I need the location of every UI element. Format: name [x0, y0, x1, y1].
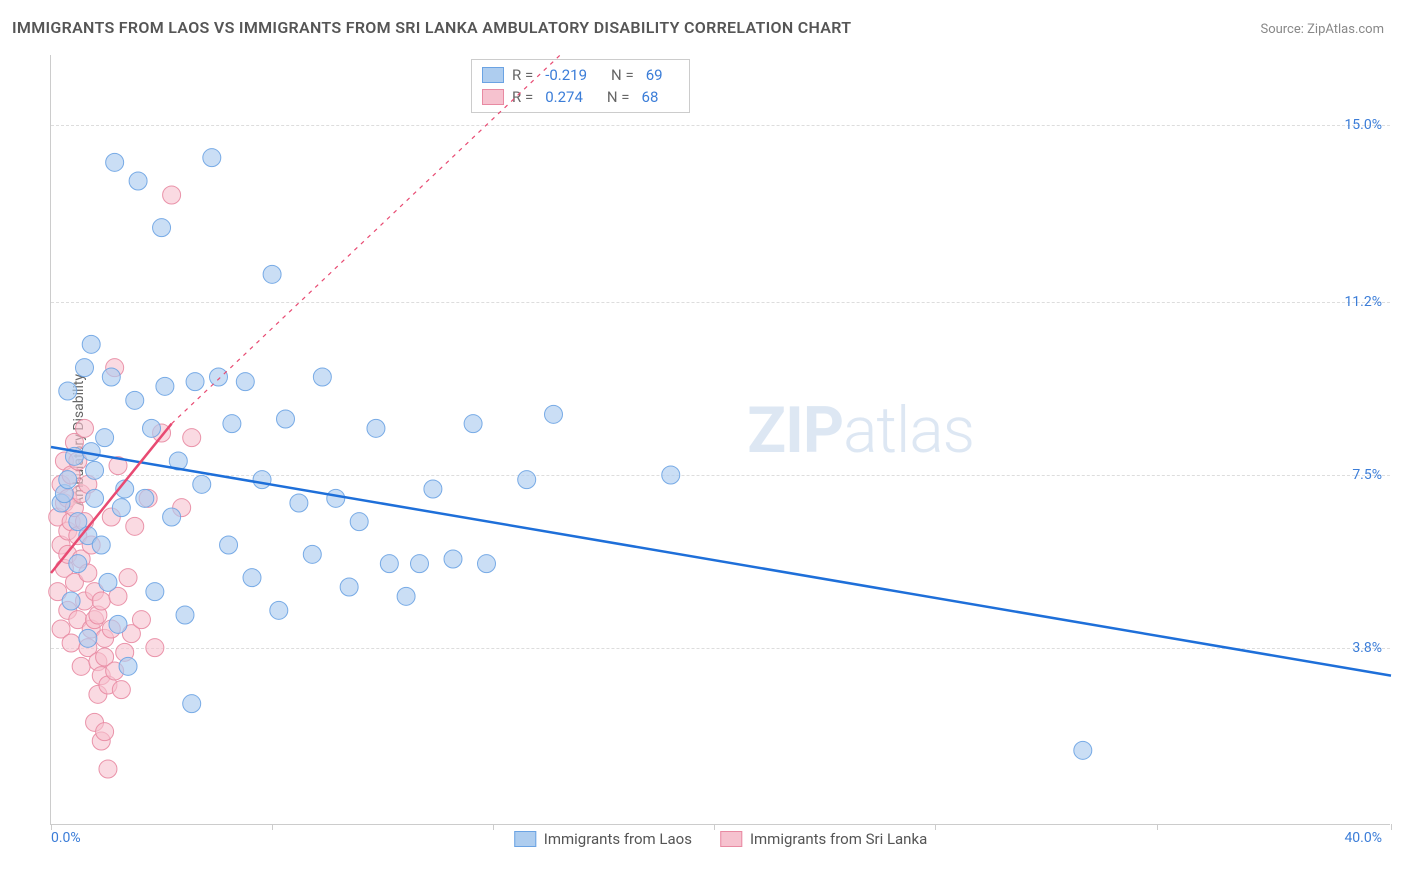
data-point [223, 415, 241, 433]
data-point [126, 517, 144, 535]
data-point [313, 368, 331, 386]
data-point [119, 569, 137, 587]
data-point [380, 555, 398, 573]
data-point [411, 555, 429, 573]
data-point [203, 149, 221, 167]
regression-line [172, 55, 561, 424]
x-tick-mark [493, 824, 494, 830]
data-point [464, 415, 482, 433]
legend-item-label: Immigrants from Sri Lanka [750, 830, 927, 848]
data-point [99, 760, 117, 778]
data-point [86, 461, 104, 479]
data-point [69, 555, 87, 573]
data-point [146, 583, 164, 601]
data-point [92, 536, 110, 554]
data-point [79, 629, 97, 647]
data-point [263, 265, 281, 283]
swatch-icon [514, 831, 536, 847]
data-point [220, 536, 238, 554]
data-point [129, 172, 147, 190]
data-point [176, 606, 194, 624]
data-point [290, 494, 308, 512]
data-point [193, 475, 211, 493]
data-point [253, 471, 271, 489]
data-point [1074, 741, 1092, 759]
data-point [662, 466, 680, 484]
data-point [236, 373, 254, 391]
data-point [163, 186, 181, 204]
data-point [62, 634, 80, 652]
data-point [146, 639, 164, 657]
x-tick-mark [935, 824, 936, 830]
data-point [518, 471, 536, 489]
data-point [545, 405, 563, 423]
x-tick-mark [272, 824, 273, 830]
data-point [243, 569, 261, 587]
data-point [340, 578, 358, 596]
data-point [112, 499, 130, 517]
chart-title: IMMIGRANTS FROM LAOS VS IMMIGRANTS FROM … [12, 18, 851, 37]
data-point [59, 471, 77, 489]
data-point [132, 611, 150, 629]
data-point [136, 489, 154, 507]
data-point [183, 695, 201, 713]
data-point [102, 368, 120, 386]
data-point [76, 419, 94, 437]
series-legend: Immigrants from Laos Immigrants from Sri… [514, 830, 927, 848]
data-point [270, 601, 288, 619]
data-point [397, 587, 415, 605]
data-point [183, 429, 201, 447]
data-point [163, 508, 181, 526]
data-point [350, 513, 368, 531]
data-point [277, 410, 295, 428]
regression-line [51, 447, 1391, 676]
data-point [156, 377, 174, 395]
data-point [210, 368, 228, 386]
x-tick-mark [1391, 824, 1392, 830]
legend-item-laos: Immigrants from Laos [514, 830, 692, 848]
data-point [126, 391, 144, 409]
legend-item-label: Immigrants from Laos [544, 830, 692, 848]
data-point [367, 419, 385, 437]
data-point [109, 615, 127, 633]
data-point [143, 419, 161, 437]
data-point [92, 592, 110, 610]
source-attribution: Source: ZipAtlas.com [1260, 22, 1384, 37]
data-point [153, 219, 171, 237]
swatch-icon [720, 831, 742, 847]
data-point [82, 335, 100, 353]
data-point [478, 555, 496, 573]
x-axis-max-label: 40.0% [1344, 830, 1382, 846]
data-point [76, 359, 94, 377]
data-point [72, 657, 90, 675]
chart-plot-area: Ambulatory Disability 3.8%7.5%11.2%15.0%… [50, 55, 1390, 825]
data-point [62, 592, 80, 610]
data-point [106, 153, 124, 171]
data-point [444, 550, 462, 568]
data-point [99, 573, 117, 591]
x-tick-mark [1157, 824, 1158, 830]
data-point [96, 723, 114, 741]
data-point [327, 489, 345, 507]
data-point [119, 657, 137, 675]
data-point [424, 480, 442, 498]
data-point [303, 545, 321, 563]
data-point [112, 681, 130, 699]
scatter-plot-svg [51, 55, 1390, 824]
data-point [96, 429, 114, 447]
data-point [186, 373, 204, 391]
data-point [59, 382, 77, 400]
data-point [86, 489, 104, 507]
x-axis-min-label: 0.0% [51, 830, 81, 846]
legend-item-srilanka: Immigrants from Sri Lanka [720, 830, 927, 848]
